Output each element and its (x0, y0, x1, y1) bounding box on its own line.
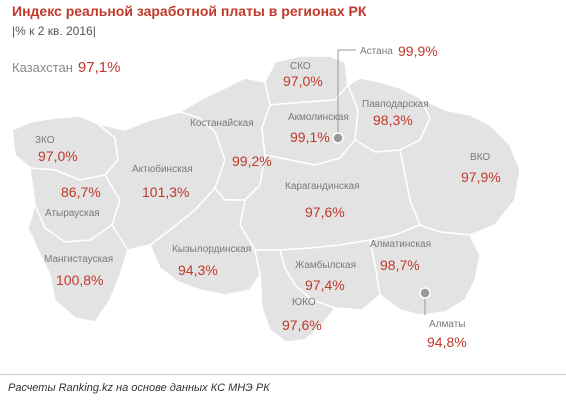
footer-divider (0, 374, 566, 375)
region-value-kostanay: 99,2% (232, 153, 272, 169)
region-value-aktobe: 101,3% (142, 184, 189, 200)
region-value-kyzylorda: 94,3% (178, 262, 218, 278)
region-name-kostanay: Костанайская (190, 118, 254, 129)
map-subtitle: |% к 2 кв. 2016| (12, 24, 96, 38)
region-value-almaty-obl: 98,7% (380, 257, 420, 273)
map-title: Индекс реальной заработной платы в регио… (12, 3, 367, 19)
region-name-pavlodar: Павлодарская (362, 99, 429, 110)
city-name-almaty: Алматы (429, 319, 466, 330)
region-name-vko: ВКО (470, 152, 490, 163)
city-astana: Астана 99,9% (332, 43, 438, 144)
region-value-zko: 97,0% (38, 148, 78, 164)
region-value-akmola: 99,1% (290, 129, 330, 145)
city-name-astana: Астана (360, 46, 393, 57)
region-value-sko: 97,0% (283, 73, 323, 89)
region-value-zhambyl: 97,4% (305, 277, 345, 293)
city-almaty: Алматы 94,8% (419, 287, 467, 350)
region-name-zhambyl: Жамбылская (295, 259, 356, 271)
region-uko (254, 249, 336, 343)
region-name-aktobe: Актюбинская (132, 163, 193, 175)
city-value-almaty: 94,8% (427, 334, 467, 350)
region-name-akmola: Акмолинская (288, 112, 349, 123)
city-value-astana: 99,9% (398, 43, 438, 59)
almaty-marker (419, 287, 431, 299)
region-value-atyrau: 86,7% (61, 184, 101, 200)
region-name-karaganda: Карагандинская (285, 181, 360, 192)
region-name-sko: СКО (290, 61, 311, 72)
regions-layer (11, 55, 521, 343)
region-name-zko: ЗКО (35, 135, 55, 146)
region-name-labels: ЗКО Атырауская Мангистауская Актюбинская… (35, 61, 490, 308)
region-name-mangystau: Мангистауская (44, 254, 113, 265)
region-value-uko: 97,6% (282, 317, 322, 333)
national-index: Казахстан 97,1% (12, 59, 120, 76)
region-almaty-obl (369, 224, 481, 316)
source-note: Расчеты Ranking.kz на основе данных КС М… (8, 382, 270, 394)
region-value-pavlodar: 98,3% (373, 112, 413, 128)
region-value-labels: 97,0% 86,7% 100,8% 101,3% 99,2% 97,0% 99… (38, 73, 501, 333)
region-name-almaty-obl: Алматинская (370, 239, 431, 250)
astana-marker (332, 132, 344, 144)
region-value-mangystau: 100,8% (56, 272, 103, 288)
region-mangystau (27, 204, 129, 323)
region-name-atyrau: Атырауская (45, 208, 100, 219)
national-label: Казахстан (12, 60, 73, 75)
region-value-vko: 97,9% (461, 169, 501, 185)
region-name-uko: ЮКО (292, 297, 316, 308)
national-value: 97,1% (77, 59, 121, 76)
region-name-kyzylorda: Кызылординская (172, 244, 251, 255)
region-value-karaganda: 97,6% (305, 204, 345, 220)
